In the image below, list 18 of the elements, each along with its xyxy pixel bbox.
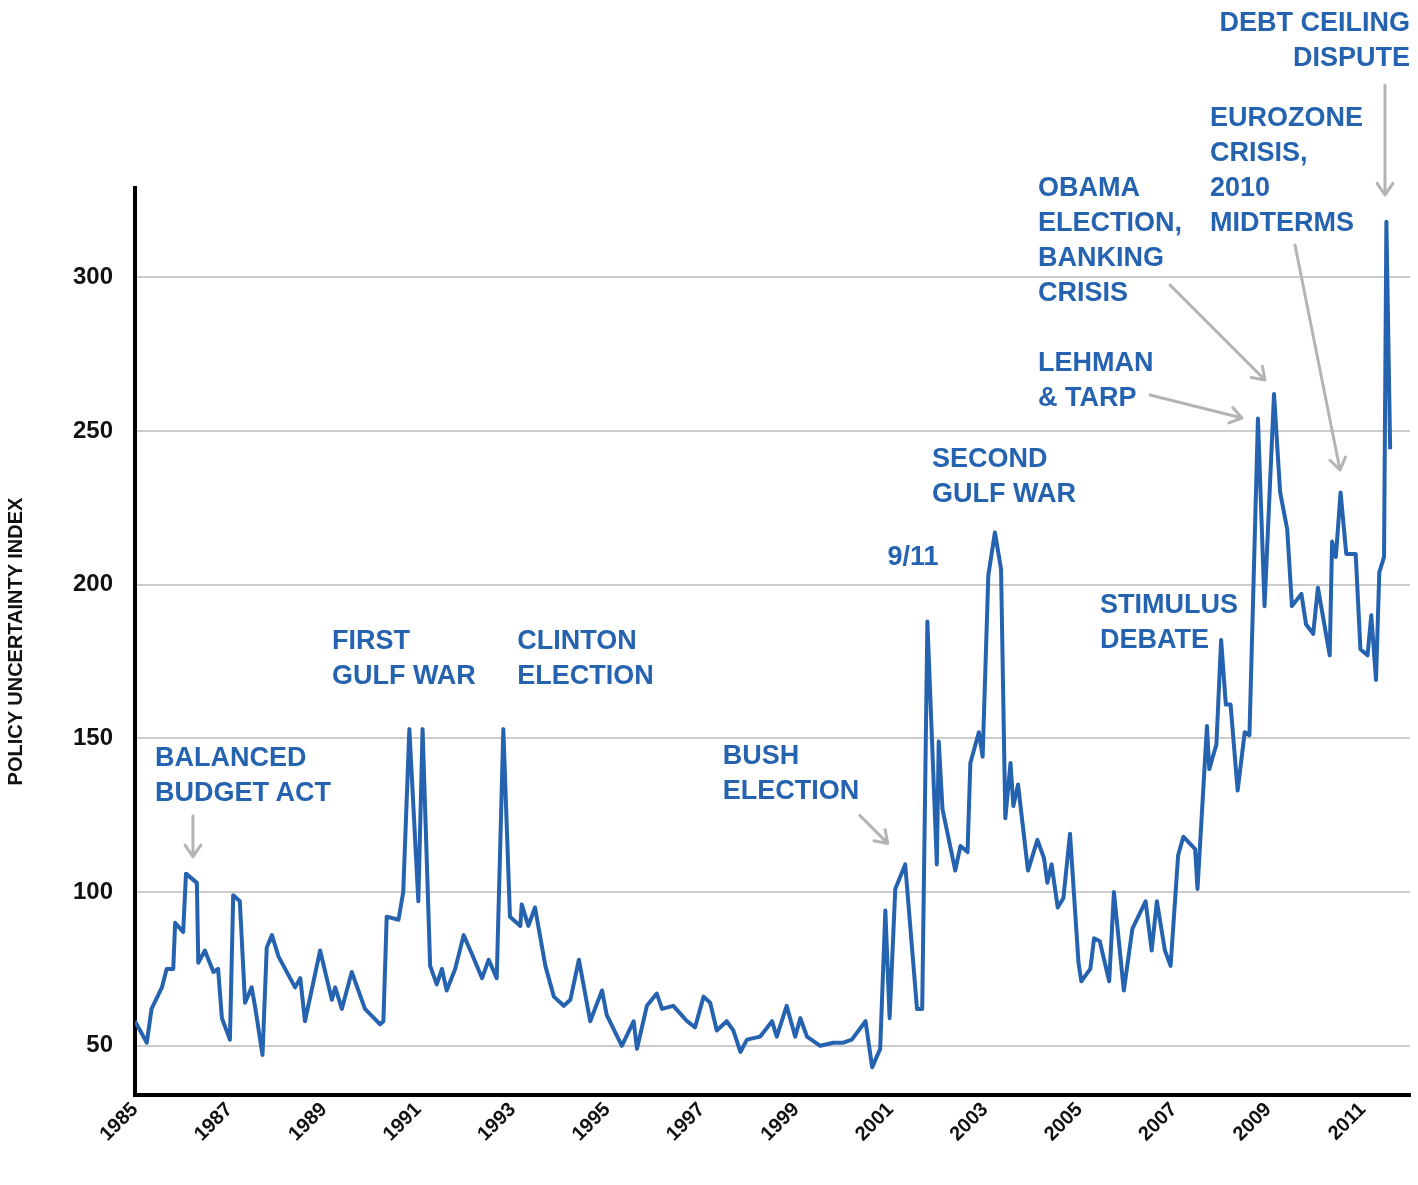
y-tick-label: 250 bbox=[72, 415, 113, 443]
annotation: BUSH ELECTION bbox=[722, 740, 860, 806]
annotation: SECOND GULF WAR bbox=[931, 443, 1076, 509]
annotation: STIMULUS DEBATE bbox=[1100, 588, 1239, 654]
annotation: FIRST GULF WAR bbox=[331, 625, 476, 691]
annotation: 9/11 bbox=[887, 541, 939, 572]
y-tick-label: 200 bbox=[72, 569, 113, 597]
annotation: OBAMA ELECTION, BANKING CRISIS bbox=[1038, 171, 1183, 307]
y-tick-label: 50 bbox=[86, 1030, 113, 1058]
annotation: CLINTON ELECTION bbox=[517, 625, 654, 691]
text: DEBT CEILING DISPUTE bbox=[1219, 6, 1410, 72]
y-tick-label: 100 bbox=[72, 876, 113, 904]
y-axis-title: POLICY UNCERTAINTY INDEX bbox=[3, 496, 26, 786]
annotation: EUROZONE CRISIS, 2010 MIDTERMS bbox=[1210, 101, 1364, 237]
y-tick-label: 300 bbox=[72, 261, 113, 289]
annotation: LEHMAN & TARP bbox=[1038, 346, 1154, 412]
annotation: BALANCED BUDGET ACT bbox=[154, 741, 332, 807]
y-tick-label: 150 bbox=[72, 722, 113, 750]
